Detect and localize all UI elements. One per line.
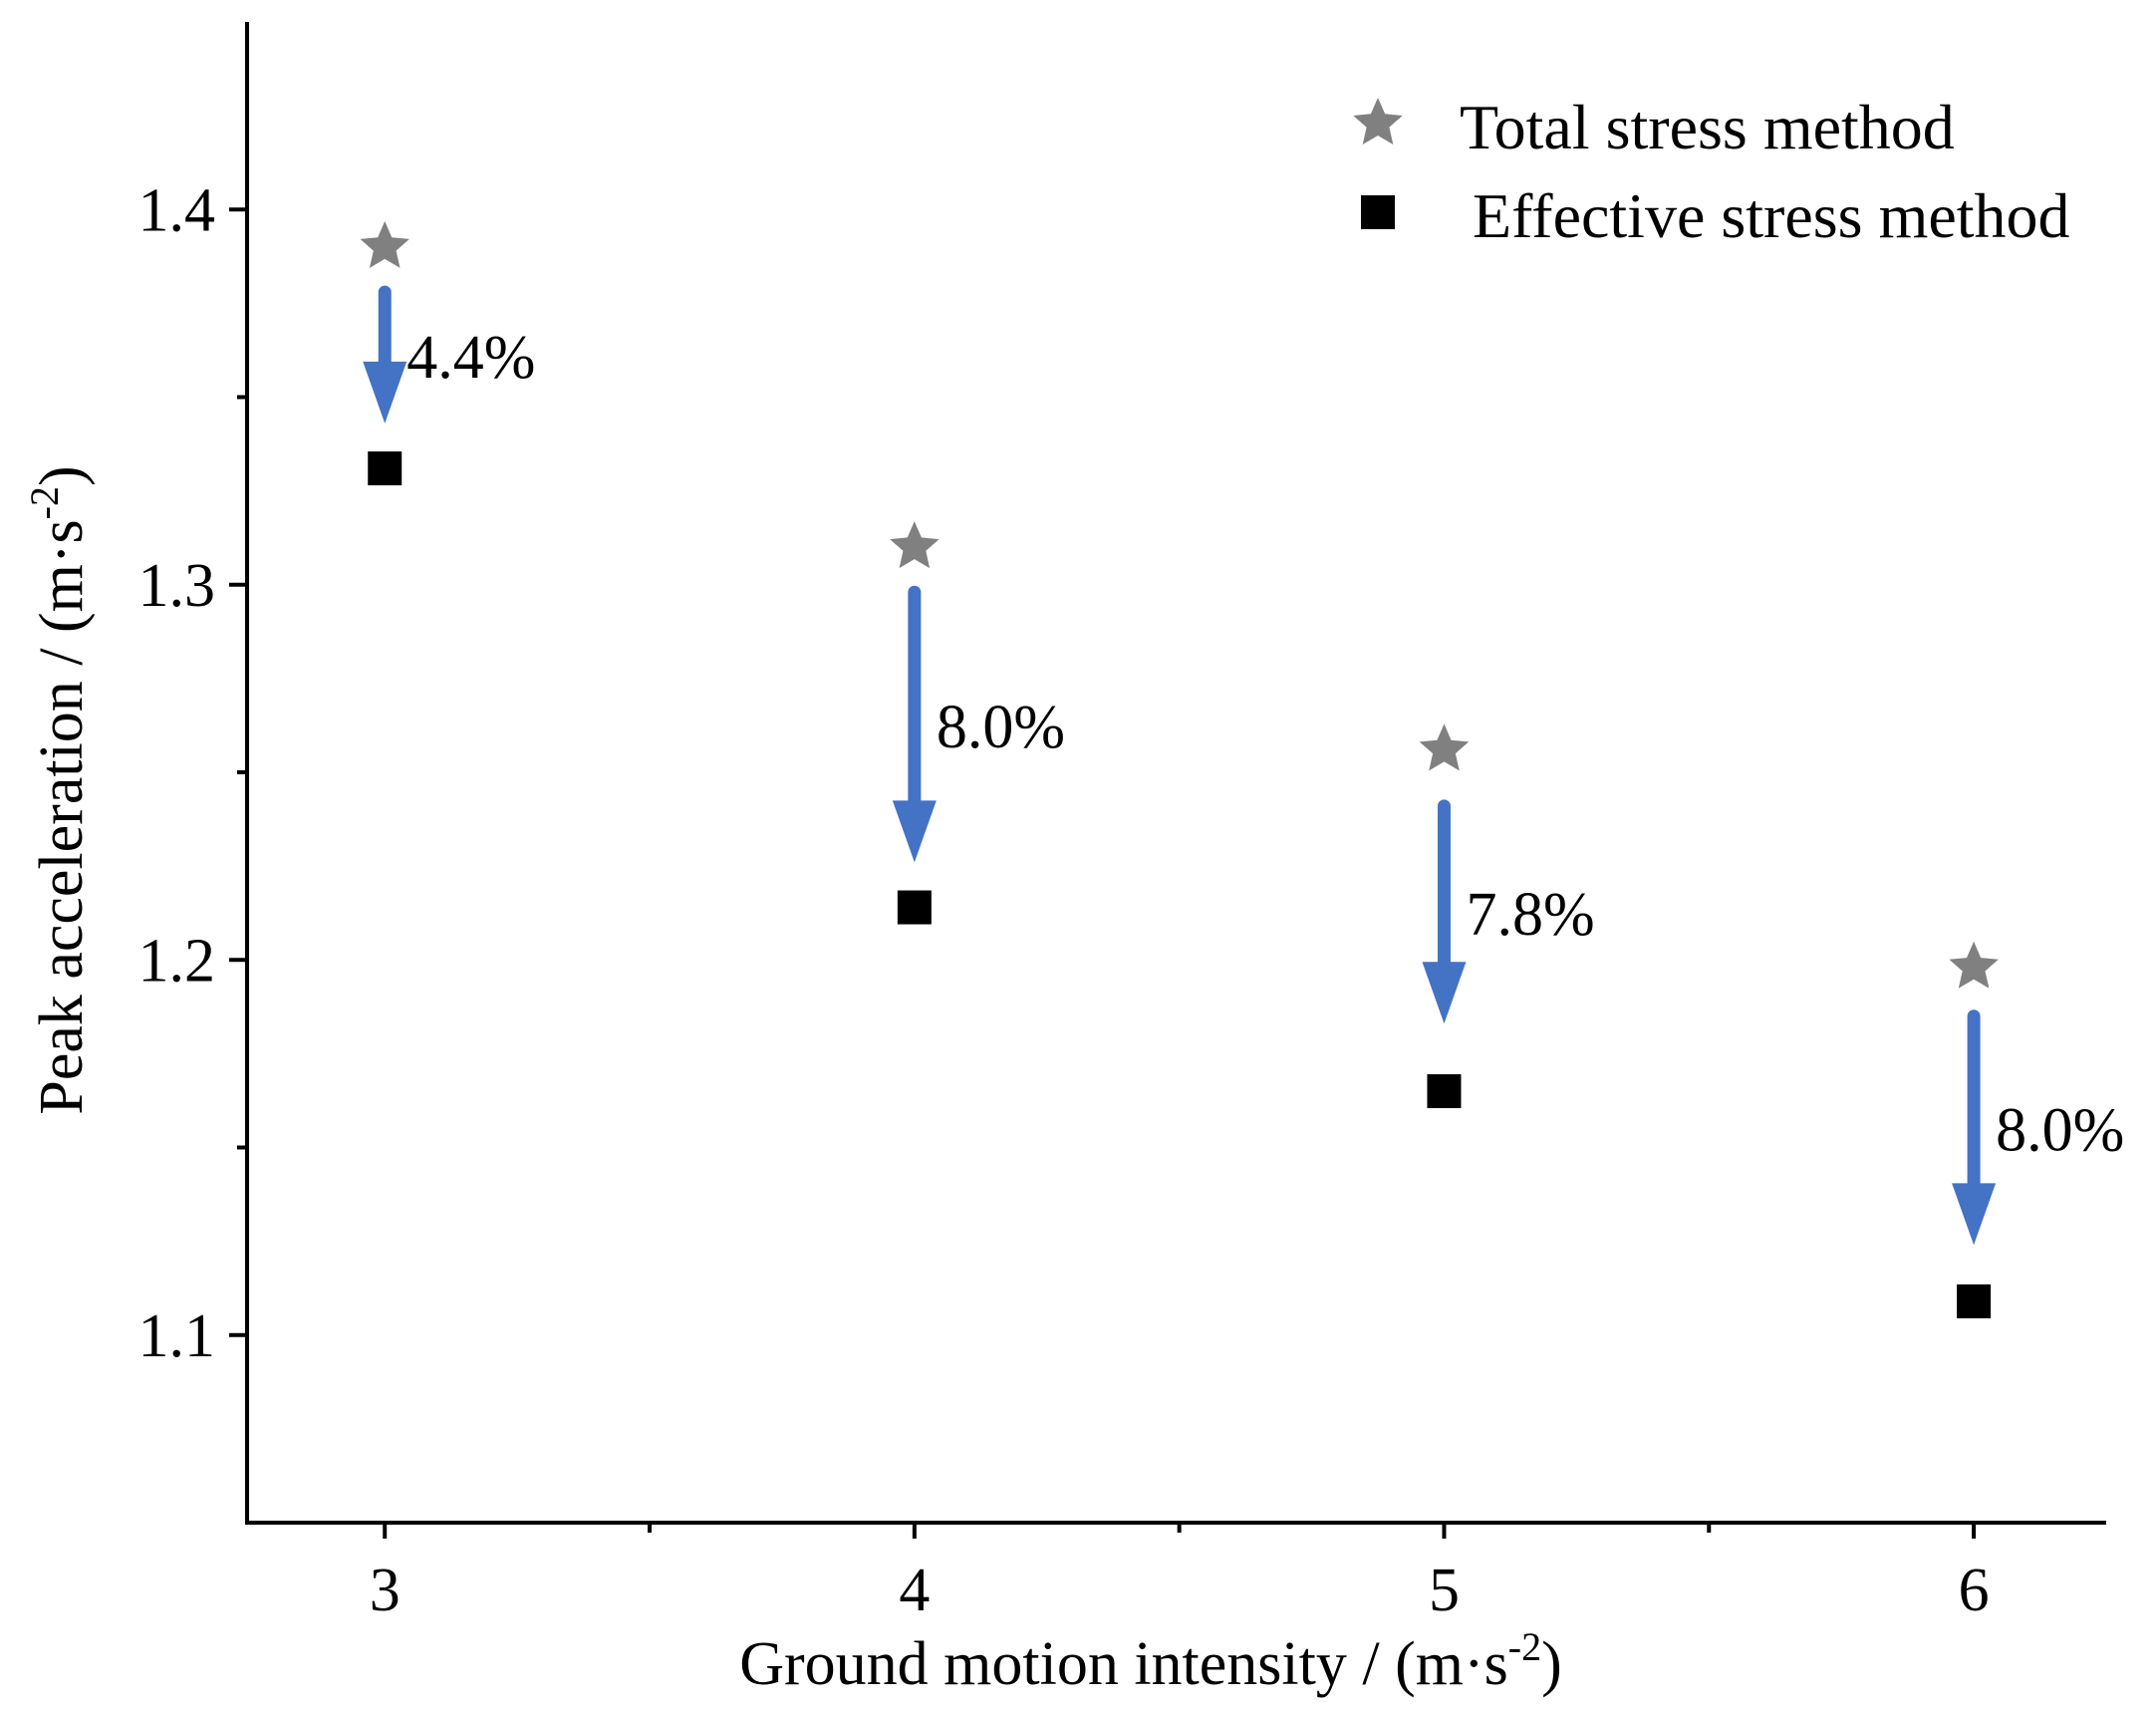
reduction-label: 8.0% (937, 694, 1065, 761)
legend-square-icon (1361, 195, 1395, 229)
x-axis-title: Ground motion intensity / (m·s-2) (739, 1624, 1562, 1698)
y-tick-label: 1.2 (138, 927, 216, 995)
legend: Total stress method Effective stress met… (1353, 92, 2070, 251)
effective-stress-point (897, 890, 932, 925)
legend-item-total-stress: Total stress method (1353, 92, 1955, 162)
legend-item-effective-stress: Effective stress method (1361, 180, 2070, 251)
x-tick-label: 6 (1959, 1557, 1990, 1624)
arrow-head (363, 361, 407, 424)
reduction-label: 4.4% (406, 324, 535, 392)
x-tick-label: 3 (370, 1557, 401, 1624)
total-stress-point (360, 220, 409, 268)
axes: 3 4 5 6 1.1 1.2 1.3 1.4 (138, 22, 2106, 1624)
arrow-head (1422, 962, 1467, 1024)
data-marks (360, 220, 1999, 1318)
effective-stress-point (368, 451, 403, 486)
reduction-label: 7.8% (1466, 881, 1594, 949)
x-tick-label: 4 (899, 1557, 930, 1624)
arrow-head (1952, 1183, 1997, 1246)
legend-label-total-stress: Total stress method (1460, 92, 1955, 162)
total-stress-point (890, 521, 940, 569)
reduction-arrow: 4.4% (363, 285, 535, 424)
total-stress-point (1419, 723, 1470, 771)
effective-stress-point (1427, 1074, 1462, 1109)
x-tick-label: 5 (1429, 1557, 1460, 1624)
arrow-head (892, 800, 937, 863)
y-tick-label: 1.3 (138, 552, 216, 620)
effective-stress-point (1957, 1284, 1992, 1318)
annotations: 4.4% 8.0% 7.8% 8.0% (363, 285, 2124, 1246)
reduction-label: 8.0% (1996, 1097, 2124, 1165)
reduction-arrow: 7.8% (1422, 799, 1595, 1024)
y-axis-title: Peak acceleration / (m·s-2) (22, 465, 96, 1114)
legend-star-icon (1353, 98, 1403, 144)
legend-label-effective-stress: Effective stress method (1473, 180, 2070, 251)
total-stress-point (1949, 941, 1999, 989)
y-tick-label: 1.1 (138, 1302, 216, 1370)
y-tick-label: 1.4 (138, 176, 216, 244)
reduction-arrow: 8.0% (892, 585, 1065, 863)
reduction-arrow: 8.0% (1952, 1009, 2124, 1246)
